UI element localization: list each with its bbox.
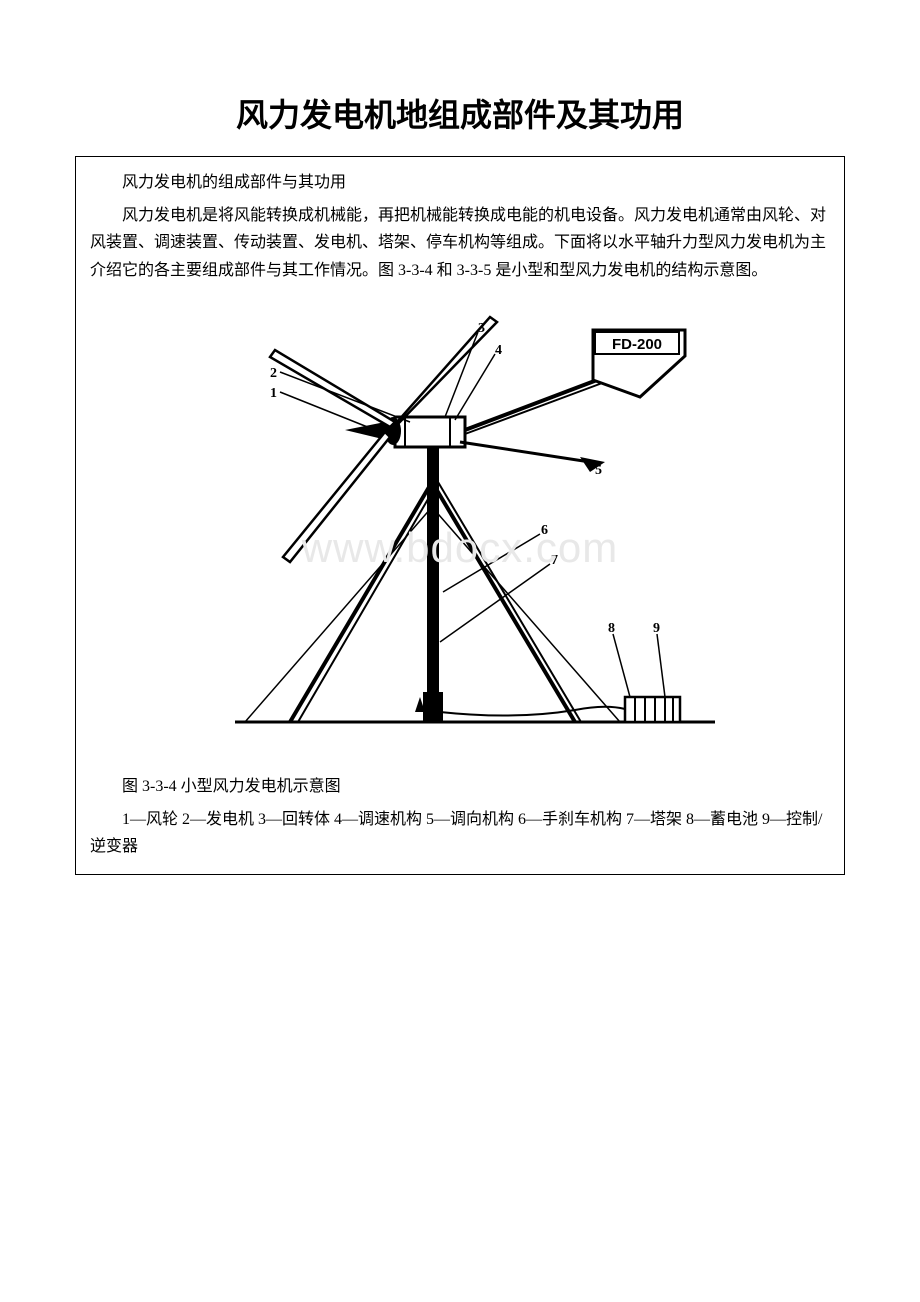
svg-text:1: 1 <box>270 386 277 401</box>
figure-caption: 图 3-3-4 小型风力发电机示意图 <box>90 773 830 800</box>
svg-text:3: 3 <box>478 321 485 336</box>
figure-legend: 1—风轮 2—发电机 3—回转体 4—调速机构 5—调向机构 6—手刹车机构 7… <box>90 806 830 860</box>
wind-turbine-diagram: FD-200 1 2 3 <box>195 302 725 752</box>
svg-text:4: 4 <box>495 343 502 358</box>
svg-text:9: 9 <box>653 621 660 636</box>
svg-text:7: 7 <box>551 553 558 568</box>
figure-container: www.bdocx.com <box>90 302 830 757</box>
content-box: 风力发电机的组成部件与其功用 风力发电机是将风能转换成机械能，再把机械能转换成电… <box>75 156 845 875</box>
page-title: 风力发电机地组成部件及其功用 <box>75 90 845 136</box>
svg-text:6: 6 <box>541 523 548 538</box>
body-paragraph: 风力发电机是将风能转换成机械能，再把机械能转换成电能的机电设备。风力发电机通常由… <box>90 202 830 284</box>
svg-text:FD-200: FD-200 <box>612 336 662 353</box>
svg-text:8: 8 <box>608 621 615 636</box>
svg-text:2: 2 <box>270 366 277 381</box>
subtitle-paragraph: 风力发电机的组成部件与其功用 <box>90 169 830 196</box>
svg-text:5: 5 <box>595 463 602 478</box>
